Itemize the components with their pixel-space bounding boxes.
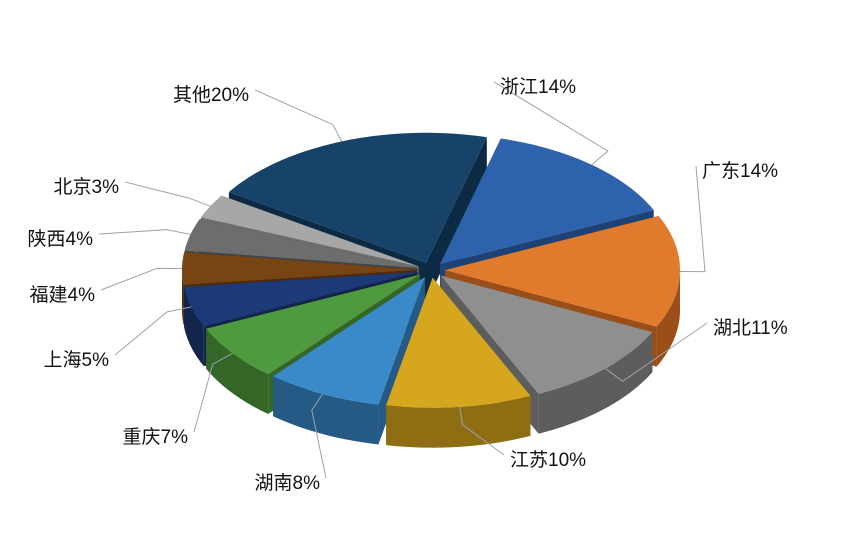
pie-chart: 浙江14%广东14%湖北11%江苏10%湖南8%重庆7%上海5%福建4%陕西4%… xyxy=(0,0,862,544)
pie-leader-line xyxy=(101,268,182,290)
pie-leader-line xyxy=(680,166,705,272)
pie-leader-line xyxy=(115,307,191,355)
pie-svg xyxy=(0,0,862,544)
pie-leader-line xyxy=(99,230,190,235)
pie-leader-line xyxy=(125,182,210,206)
pie-leader-line xyxy=(255,90,342,141)
